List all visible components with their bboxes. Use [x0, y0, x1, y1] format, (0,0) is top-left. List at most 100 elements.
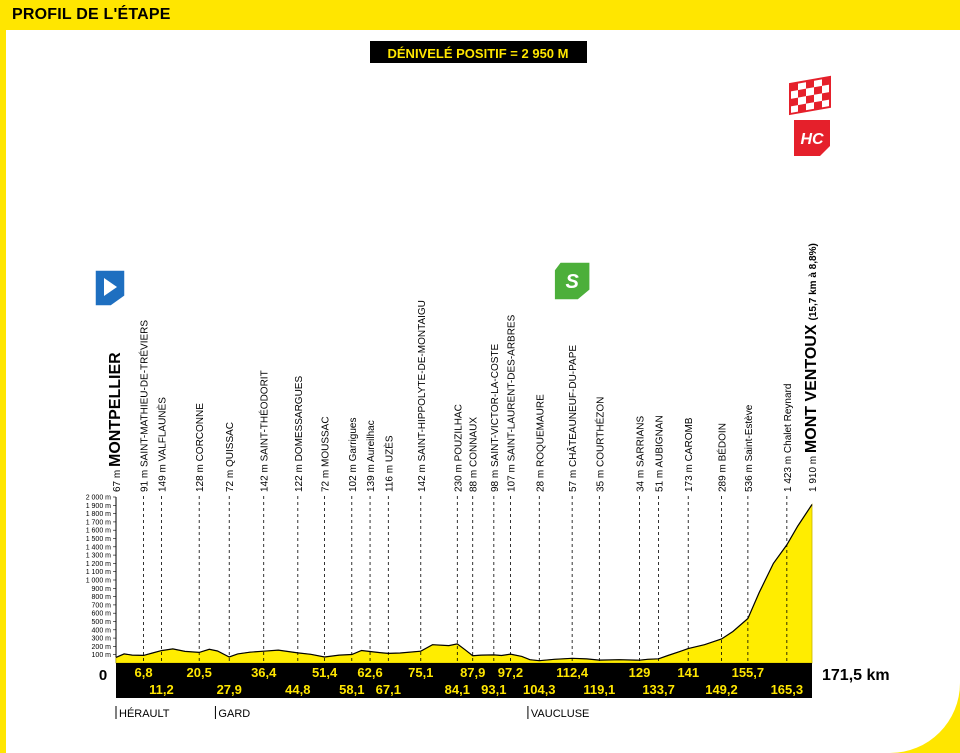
waypoint-label: 91 m SAINT-MATHIEU-DE-TRÉVIERS	[138, 320, 151, 492]
waypoint-label: 102 m Garrigues	[348, 418, 359, 492]
waypoint-altitude: 116 m	[384, 462, 395, 492]
y-tick-label: 1 600 m	[86, 528, 111, 535]
waypoint-name: BÉDOIN	[715, 423, 728, 461]
waypoint-altitude: 72 m	[225, 467, 236, 492]
elevation-gain-banner: DÉNIVELÉ POSITIF = 2 950 M	[370, 41, 587, 63]
waypoint-label: 149 m VALFLAUNÈS	[155, 397, 168, 492]
region-label: HÉRAULT	[119, 707, 170, 720]
hc-shape	[794, 120, 830, 156]
waypoint-name: VALFLAUNÈS	[155, 397, 168, 462]
waypoint-label: 1 910 m MONT VENTOUX (15,7 km à 8,8%)	[803, 243, 820, 492]
km-tick-label: 27,9	[217, 682, 242, 697]
waypoint-label: 1 423 m Chalet Reynard	[783, 384, 794, 492]
waypoint-altitude: 1 423 m	[783, 453, 794, 492]
waypoint-label: 57 m CHÂTEAUNEUF-DU-PAPE	[566, 345, 579, 492]
region-label: VAUCLUSE	[531, 708, 589, 720]
start-flag-arrow	[104, 278, 117, 296]
km-tick-label: 149,2	[705, 682, 738, 697]
km-tick-label: 62,6	[357, 665, 382, 680]
y-tick-label: 300 m	[92, 636, 112, 643]
waypoint-altitude: 289 m	[717, 461, 728, 492]
y-tick-label: 900 m	[92, 586, 112, 593]
y-tick-label: 1 400 m	[86, 544, 111, 551]
waypoint-label: 122 m DOMESSARGUES	[294, 376, 305, 492]
checkered-square	[822, 91, 830, 101]
waypoint-name: CHÂTEAUNEUF-DU-PAPE	[566, 345, 579, 467]
icons: S HC	[94, 75, 831, 307]
km-tick-label: 51,4	[312, 665, 338, 680]
km-tick-label: 155,7	[732, 665, 765, 680]
waypoint-label: 34 m SARRIANS	[636, 416, 647, 492]
waypoint-altitude: 88 m	[469, 467, 480, 492]
waypoint-name: MONT VENTOUX	[803, 324, 820, 453]
waypoint-name: SARRIANS	[636, 416, 647, 467]
waypoint-altitude: 142 m	[417, 461, 428, 492]
waypoint-altitude: 72 m	[321, 467, 332, 492]
km-tick-label: 97,2	[498, 665, 523, 680]
checkered-square	[790, 97, 798, 107]
waypoint-altitude: 230 m	[453, 461, 464, 492]
waypoint-label: 536 m Saint-Estève	[744, 404, 755, 492]
checkered-square	[814, 85, 822, 95]
waypoint-label: 128 m CORCONNE	[195, 403, 206, 492]
waypoint-altitude: 122 m	[294, 461, 305, 492]
hc-climb-icon: HC	[794, 120, 830, 156]
elevation-gain-banner-bg	[370, 41, 587, 63]
waypoint-name: MONTPELLIER	[107, 352, 124, 467]
km-tick-label: 11,2	[149, 682, 174, 697]
checkered-square	[790, 82, 798, 92]
y-tick-label: 1 100 m	[86, 569, 111, 576]
km-tick-label: 165,3	[771, 682, 804, 697]
waypoint-name: COURTHÉZON	[593, 397, 606, 467]
waypoint-lines	[143, 496, 788, 663]
y-tick-label: 200 m	[92, 644, 112, 651]
waypoint-label: 107 m SAINT-LAURENT-DES-ARBRES	[506, 314, 517, 492]
waypoint-name: SAINT-MATHIEU-DE-TRÉVIERS	[138, 320, 151, 467]
km-tick-label: 141	[677, 665, 699, 680]
waypoint-label: 67 m MONTPELLIER	[107, 352, 124, 492]
waypoint-altitude: 107 m	[506, 461, 517, 492]
waypoint-altitude: 139 m	[366, 462, 377, 492]
y-tick-label: 500 m	[92, 619, 112, 626]
waypoint-label: 139 m Aureilhac	[366, 420, 377, 492]
km-tick-label: 112,4	[556, 665, 589, 680]
km-tick-labels: 6,8 11,2 20,5 27,9 36,4 44,851,458,1 62,6 67,1 7…	[135, 665, 804, 697]
y-tick-label: 1 900 m	[86, 503, 111, 510]
waypoint-name: DOMESSARGUES	[294, 376, 305, 462]
waypoint-label: 230 m POUZILHAC	[453, 404, 464, 492]
waypoint-name: Aureilhac	[366, 420, 377, 462]
waypoint-altitude: 1 910 m	[808, 453, 819, 492]
y-tick-label: 1 000 m	[86, 578, 111, 585]
checkered-square	[806, 79, 814, 89]
waypoint-label: 88 m CONNAUX	[469, 417, 480, 492]
y-tick-label: 400 m	[92, 627, 112, 634]
profile-area	[115, 503, 813, 664]
waypoint-altitude: 98 m	[490, 467, 501, 492]
waypoint-label: 116 m UZÈS	[382, 435, 395, 492]
km-tick-label: 36,4	[251, 665, 277, 680]
waypoint-altitude: 142 m	[260, 461, 271, 492]
checkered-finish-icon	[789, 75, 831, 116]
y-tick-label: 1 300 m	[86, 553, 111, 560]
waypoint-label: 28 m ROQUEMAURE	[535, 394, 546, 492]
y-tick-label: 800 m	[92, 594, 112, 601]
profile-line	[115, 504, 813, 662]
waypoint-labels: 67 m MONTPELLIER 91 m SAINT-MATHIEU-DE-TR…	[107, 243, 820, 492]
km-tick-label: 67,1	[376, 682, 401, 697]
region-label: GARD	[218, 708, 250, 720]
profile-area-group	[115, 503, 813, 664]
waypoint-name: Saint-Estève	[744, 404, 755, 461]
waypoint-altitude: 34 m	[636, 467, 647, 492]
regions: HÉRAULT GARD VAUCLUSE	[115, 706, 589, 720]
checkered-square	[798, 88, 806, 98]
checkered-square	[806, 94, 814, 104]
y-tick-label: 1 200 m	[86, 561, 111, 568]
waypoint-label: 72 m QUISSAC	[225, 422, 236, 492]
waypoint-altitude: 536 m	[744, 461, 755, 492]
y-tick-label: 2 000 m	[86, 495, 111, 502]
km-tick-label: 104,3	[523, 682, 556, 697]
waypoint-name: SAINT-LAURENT-DES-ARBRES	[506, 314, 517, 461]
waypoint-altitude: 35 m	[595, 467, 606, 492]
km-tick-label: 133,7	[642, 682, 675, 697]
